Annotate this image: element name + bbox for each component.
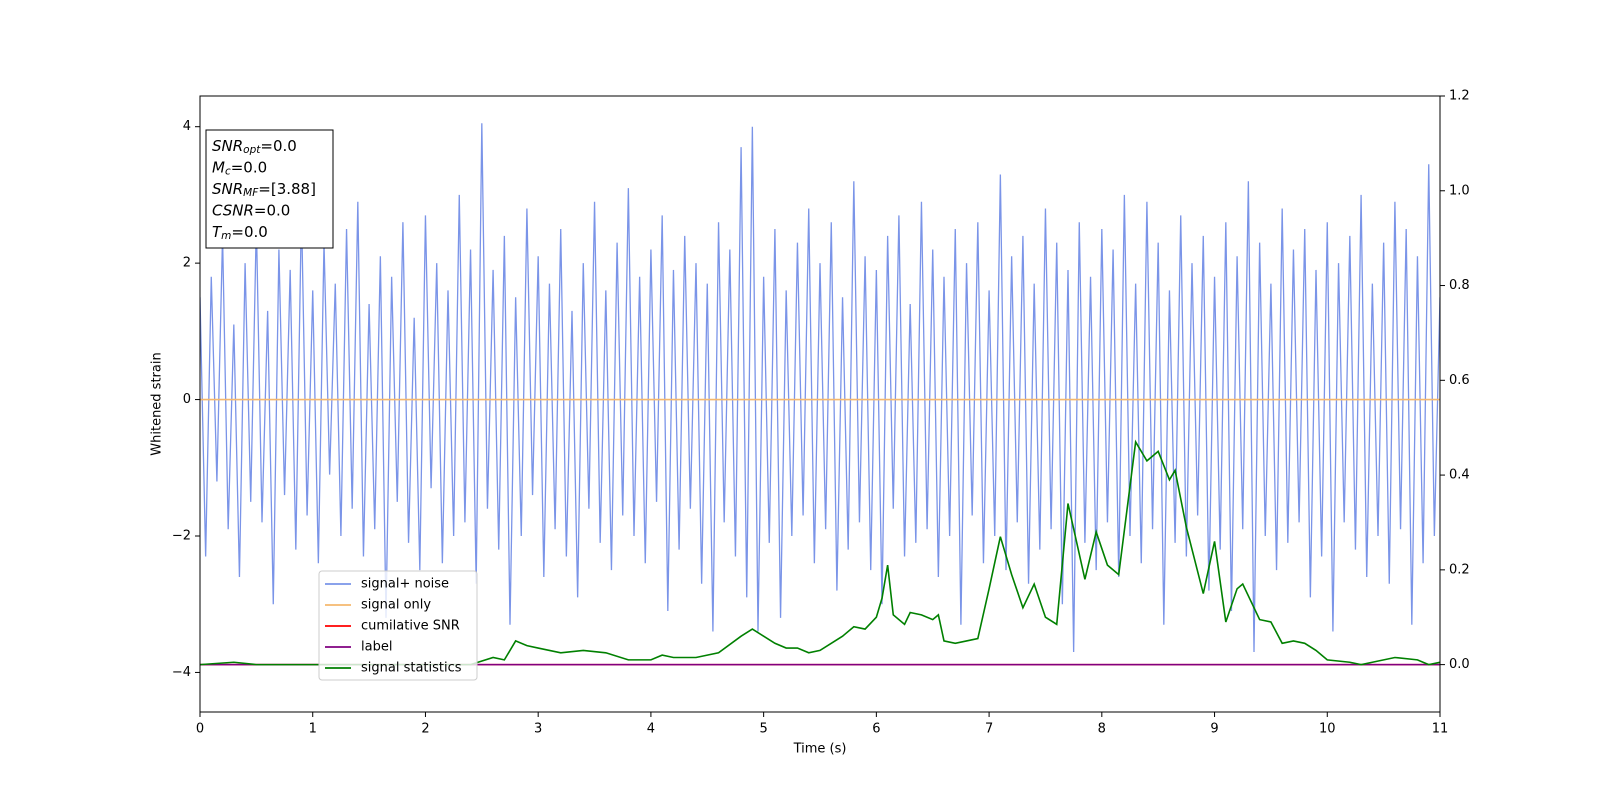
- legend-label: cumilative SNR: [361, 619, 460, 634]
- x-axis-label: Time (s): [793, 742, 847, 757]
- y2-tick-label: 1.0: [1449, 183, 1470, 198]
- y2-tick-label: 0.2: [1449, 562, 1470, 577]
- legend-label: label: [361, 640, 392, 655]
- series-line: [200, 439, 1440, 666]
- y2-tick-label: 0.6: [1449, 373, 1470, 388]
- y-tick-label: 2: [183, 256, 191, 271]
- legend-label: signal only: [361, 598, 431, 613]
- x-tick-label: 11: [1432, 722, 1449, 737]
- annotation: CSNR=0.0: [212, 201, 290, 219]
- y-axis-label: Whitened strain: [150, 352, 165, 455]
- annotation-value: =0.0: [260, 137, 296, 155]
- annotation-symbol: SNR: [212, 180, 243, 198]
- x-tick-label: 1: [309, 722, 317, 737]
- axes-frame: [199, 95, 1441, 713]
- y-tick-label: −4: [172, 665, 191, 680]
- x-tick-label: 3: [534, 722, 542, 737]
- legend-frame: [318, 570, 478, 681]
- x-tick-label: 4: [647, 722, 655, 737]
- x-tick-label: 9: [1210, 722, 1218, 737]
- y2-tick-label: 0.8: [1449, 278, 1470, 293]
- x-tick-label: 6: [872, 722, 880, 737]
- annotation-subscript: opt: [243, 144, 261, 156]
- y2-tick-label: 0.4: [1449, 468, 1470, 483]
- annotation: SNRMF=[3.88]: [212, 180, 316, 200]
- annotation: SNRopt=0.0: [212, 137, 297, 157]
- annotation-value: =0.0: [231, 223, 267, 241]
- x-tick-label: 7: [985, 722, 993, 737]
- annotation-value: =0.0: [254, 201, 290, 219]
- annotation-subscript: m: [221, 230, 231, 242]
- series-line: [200, 123, 1440, 652]
- annotation-symbol: CSNR: [212, 201, 254, 219]
- x-tick-label: 2: [421, 722, 429, 737]
- x-tick-label: 8: [1098, 722, 1106, 737]
- annotation-subscript: MF: [243, 187, 259, 199]
- annotation-symbol: SNR: [212, 137, 243, 155]
- x-tick-label: 5: [759, 722, 767, 737]
- legend-label: signal statistics: [361, 661, 462, 676]
- annotation: Tm=0.0: [212, 223, 268, 243]
- x-tick-label: 0: [196, 722, 204, 737]
- y-tick-label: 0: [183, 392, 191, 407]
- annotation-subscript: c: [225, 166, 231, 178]
- y2-tick-label: 1.2: [1449, 89, 1470, 104]
- y2-tick-label: 0.0: [1449, 657, 1470, 672]
- annotation-box: SNRopt=0.0Mc=0.0SNRMF=[3.88]CSNR=0.0Tm=0…: [205, 129, 334, 249]
- annotation-symbol: M: [212, 158, 225, 176]
- annotation-value: =0.0: [231, 158, 267, 176]
- annotation-value: =[3.88]: [258, 180, 316, 198]
- legend-label: signal+ noise: [361, 577, 449, 592]
- x-tick-label: 10: [1319, 722, 1336, 737]
- annotation-frame: [205, 129, 334, 249]
- y-tick-label: 4: [183, 119, 191, 134]
- y-tick-label: −2: [172, 529, 191, 544]
- annotation-symbol: T: [212, 223, 223, 241]
- legend: signal+ noise signal only cumilative SNR la…: [318, 570, 478, 681]
- annotation: Mc=0.0: [212, 158, 267, 178]
